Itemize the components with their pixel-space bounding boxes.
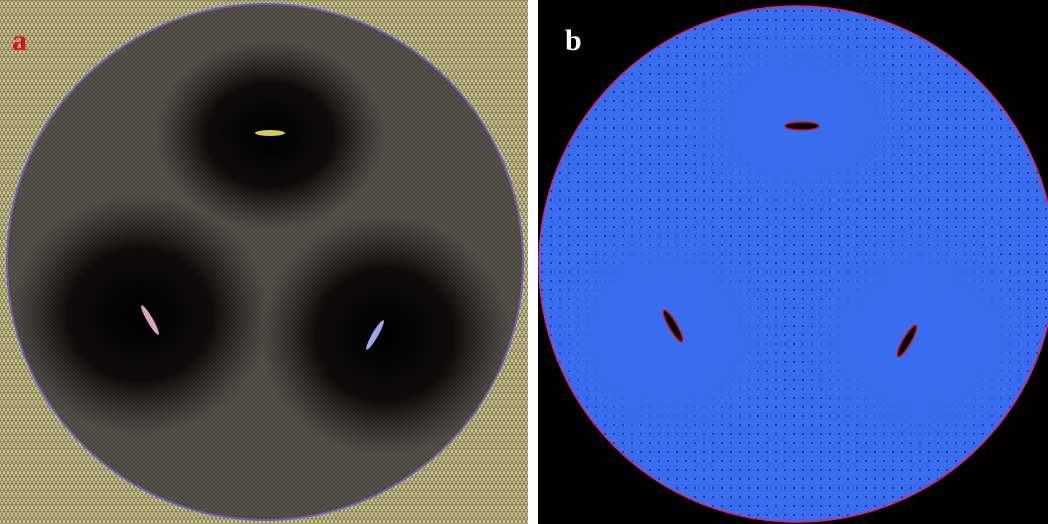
panel-a: a xyxy=(0,0,528,524)
panel-label: a xyxy=(12,24,27,57)
airfoil xyxy=(785,122,819,130)
figure: a b xyxy=(0,0,1048,524)
panel-b: b xyxy=(538,0,1048,524)
panel-label: b xyxy=(565,24,582,57)
airfoil xyxy=(255,130,285,136)
